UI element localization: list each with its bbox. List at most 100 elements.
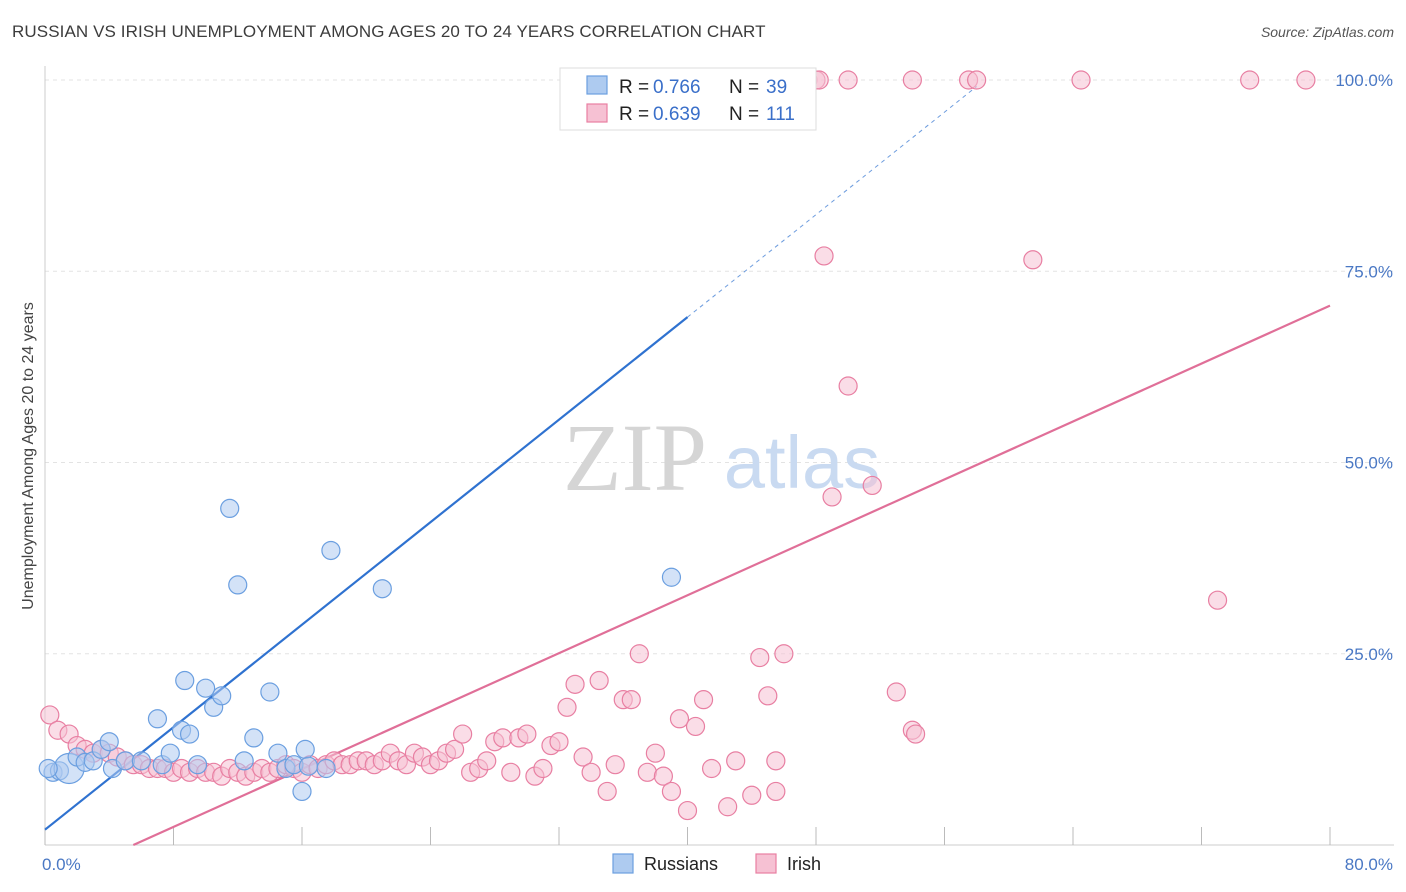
russians-point-7 [99, 732, 119, 752]
irish-point-88 [774, 644, 794, 664]
russians-point-21 [220, 498, 240, 518]
legend-box: R = 0.766 N = 39 R = 0.639 N = 111 [559, 67, 817, 131]
bottom-legend-irish-swatch [755, 853, 777, 874]
irish-point-64 [557, 697, 577, 717]
russians-point-25 [260, 682, 280, 702]
irish-point-104 [967, 70, 987, 90]
irish-point-97 [822, 487, 842, 507]
source-label: Source: ZipAtlas.com [1260, 24, 1394, 40]
y-axis-label: Unemployment Among Ages 20 to 24 years [20, 302, 37, 610]
irish-point-107 [1296, 70, 1316, 90]
irish-point-70 [605, 755, 625, 775]
y-tick-labels: 25.0% 50.0% 75.0% 100.0% [1335, 71, 1393, 664]
irish-point-96 [1207, 590, 1228, 610]
legend-irish-swatch [586, 103, 608, 123]
irish-point-74 [637, 762, 657, 782]
russians-point-22 [228, 575, 248, 595]
y-tick-label-1: 50.0% [1345, 454, 1393, 473]
irish-point-89 [814, 246, 834, 266]
irish-point-73 [629, 644, 649, 664]
russians-point-30 [295, 739, 315, 759]
russians-point-31 [298, 756, 319, 776]
irish-point-66 [573, 747, 593, 767]
russians-point-35 [661, 567, 682, 587]
russians-point-17 [187, 755, 208, 775]
russians-point-23 [234, 751, 254, 771]
russians-trend-extension [687, 86, 977, 318]
axes [44, 66, 1394, 846]
russians-point-24 [244, 728, 264, 748]
irish-point-86 [758, 686, 778, 706]
irish-point-81 [693, 690, 714, 710]
watermark: ZIP atlas [563, 404, 880, 511]
irish-point-50 [444, 739, 465, 759]
legend-irish-n-label: N = [729, 104, 759, 125]
irish-point-51 [453, 724, 473, 744]
irish-point-59 [517, 724, 537, 744]
russians-point-32 [316, 758, 336, 779]
bottom-legend: Russians Irish [612, 853, 821, 874]
russians-point-18 [196, 678, 216, 698]
bottom-legend-russians-label: Russians [644, 854, 718, 874]
watermark-zip: ZIP [563, 404, 707, 511]
russians-point-34 [372, 579, 392, 599]
irish-point-54 [477, 751, 497, 771]
russians-point-20 [212, 686, 232, 706]
russians-point-10 [131, 751, 151, 771]
irish-point-106 [1240, 70, 1260, 90]
irish-point-65 [565, 674, 585, 694]
russians-point-11 [147, 709, 168, 729]
irish-point-102 [902, 70, 922, 90]
y-tick-label-2: 75.0% [1345, 262, 1393, 281]
irish-point-76 [653, 766, 674, 786]
russians-point-16 [179, 724, 200, 744]
russians-point-9 [115, 751, 135, 771]
y-tick-label-0: 25.0% [1345, 645, 1393, 664]
legend-irish-r-label: R = [619, 104, 649, 125]
irish-point-57 [501, 762, 521, 782]
irish-point-68 [589, 670, 609, 691]
irish-point-84 [726, 751, 746, 771]
russians-points [38, 70, 682, 802]
y-tick-label-3: 100.0% [1335, 71, 1393, 90]
irish-point-94 [905, 724, 926, 744]
irish-point-85 [750, 647, 770, 668]
russians-point-26 [268, 743, 288, 763]
irish-point-95 [1023, 250, 1043, 270]
irish-point-72 [621, 690, 641, 710]
chart-title: RUSSIAN VS IRISH UNEMPLOYMENT AMONG AGES… [12, 22, 766, 41]
irish-point-87 [766, 751, 786, 771]
irish-point-79 [677, 800, 698, 821]
irish-point-78 [669, 709, 690, 729]
russians-point-33 [321, 540, 341, 561]
irish-point-67 [581, 762, 601, 782]
irish-point-63 [549, 732, 569, 752]
legend-irish-n-value: 111 [766, 104, 795, 125]
russians-point-38 [38, 758, 58, 779]
legend-russians-r-value: 0.766 [653, 77, 701, 98]
irish-point-0 [40, 705, 60, 725]
x-tick-label-0: 0.0% [42, 855, 81, 874]
irish-point-61 [533, 758, 553, 779]
irish-point-91 [862, 475, 882, 496]
x-tick-label-1: 80.0% [1345, 855, 1393, 874]
irish-point-82 [701, 758, 722, 779]
irish-point-75 [645, 743, 665, 763]
russians-trend-line [44, 316, 689, 831]
russians-point-13 [160, 743, 180, 763]
bottom-legend-irish-label: Irish [787, 854, 821, 874]
irish-point-109 [766, 781, 786, 802]
irish-point-105 [1071, 70, 1091, 90]
legend-irish-r-value: 0.639 [653, 104, 701, 125]
irish-points [40, 70, 1316, 821]
bottom-legend-russians-swatch [612, 853, 634, 874]
irish-point-108 [742, 785, 762, 805]
irish-point-92 [886, 682, 906, 702]
irish-point-69 [597, 781, 617, 802]
legend-russians-n-label: N = [729, 77, 759, 98]
legend-russians-swatch [586, 75, 608, 95]
irish-point-101 [838, 70, 858, 90]
irish-point-80 [685, 716, 706, 737]
x-tick-labels: 0.0% 80.0% [42, 855, 1393, 874]
